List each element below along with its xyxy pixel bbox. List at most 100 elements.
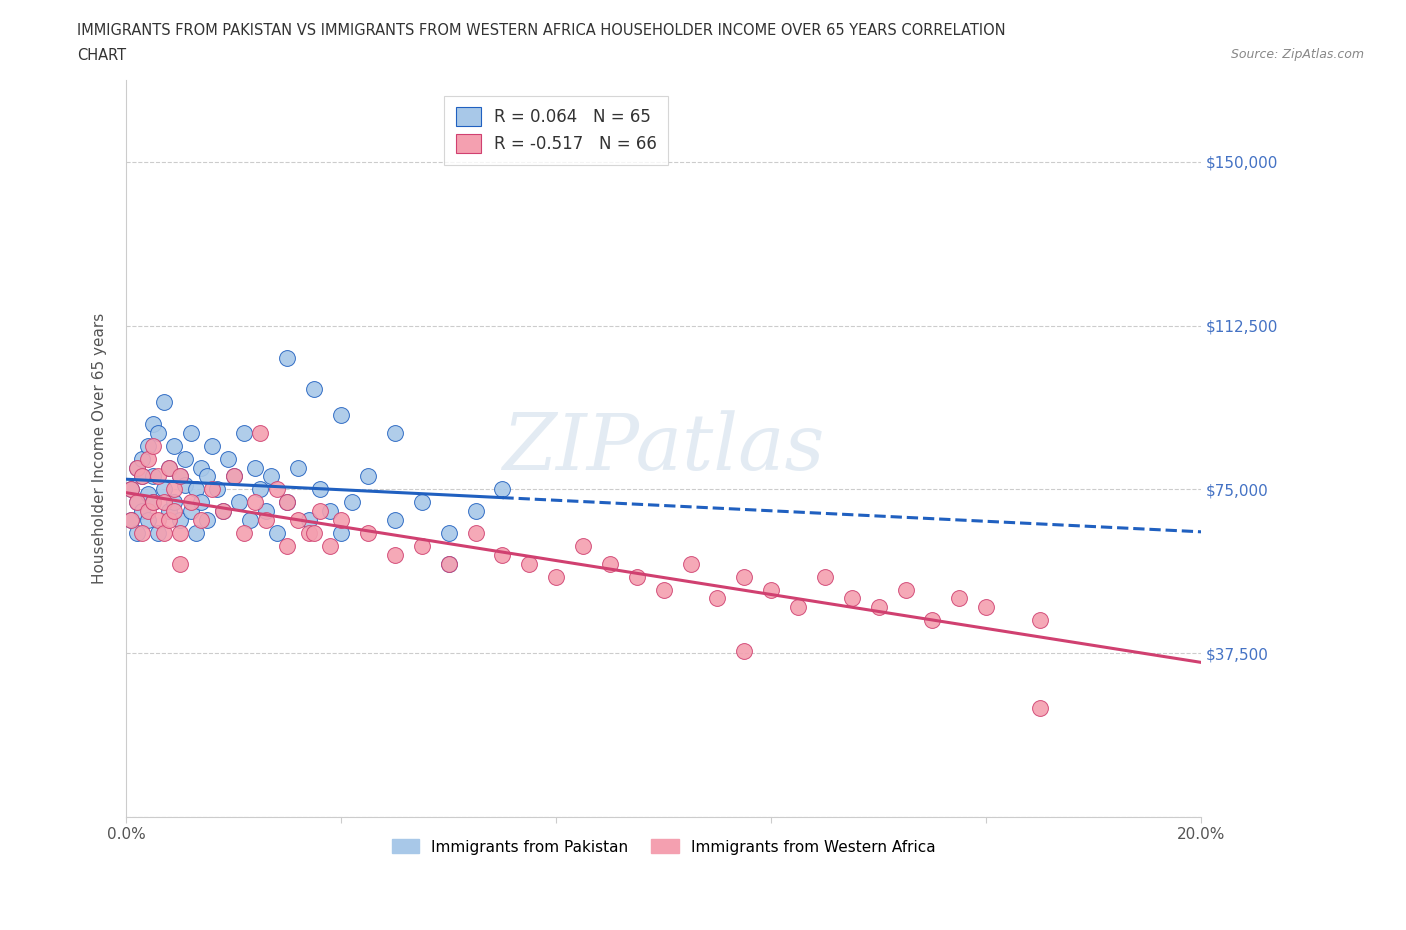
Point (211, 504, 233, 519)
Point (357, 525, 380, 540)
Point (131, 451, 153, 466)
Point (136, 451, 159, 466)
Point (142, 438, 165, 453)
Point (136, 438, 159, 453)
Point (131, 525, 153, 540)
Point (491, 482, 513, 497)
Point (319, 504, 342, 519)
Point (330, 512, 353, 527)
Text: ZIPatlas: ZIPatlas (502, 410, 825, 486)
Point (136, 486, 159, 501)
Point (125, 525, 148, 540)
Point (1029, 613, 1052, 628)
Point (120, 512, 142, 527)
Point (148, 425, 170, 440)
Point (228, 495, 250, 510)
Point (163, 495, 186, 510)
Point (894, 582, 917, 597)
Point (974, 600, 997, 615)
Point (163, 482, 186, 497)
Point (163, 438, 186, 453)
Point (142, 417, 165, 432)
Point (125, 495, 148, 510)
Point (276, 351, 298, 365)
Text: CHART: CHART (77, 48, 127, 63)
Point (195, 469, 218, 484)
Point (157, 460, 180, 475)
Point (190, 512, 212, 527)
Point (841, 591, 863, 606)
Point (298, 525, 321, 540)
Point (787, 600, 810, 615)
Point (308, 482, 330, 497)
Point (319, 538, 342, 553)
Point (948, 591, 970, 606)
Point (437, 525, 460, 540)
Point (163, 504, 186, 519)
Point (233, 425, 256, 440)
Point (207, 482, 229, 497)
Y-axis label: Householder Income Over 65 years: Householder Income Over 65 years (93, 312, 107, 584)
Point (174, 451, 197, 466)
Point (131, 504, 153, 519)
Point (266, 482, 288, 497)
Point (142, 469, 165, 484)
Point (157, 460, 180, 475)
Point (302, 525, 325, 540)
Point (152, 495, 174, 510)
Point (599, 556, 621, 571)
Point (733, 569, 755, 584)
Point (384, 425, 406, 440)
Point (169, 556, 191, 571)
Point (411, 538, 433, 553)
Point (152, 394, 174, 409)
Point (679, 556, 702, 571)
Point (152, 525, 174, 540)
Point (260, 469, 283, 484)
Point (437, 556, 460, 571)
Point (308, 504, 330, 519)
Point (384, 512, 406, 527)
Point (148, 469, 170, 484)
Point (120, 482, 142, 497)
Point (233, 525, 256, 540)
Point (546, 569, 568, 584)
Point (254, 512, 277, 527)
Point (814, 569, 837, 584)
Point (706, 591, 728, 606)
Point (384, 548, 406, 563)
Point (120, 482, 142, 497)
Point (131, 469, 153, 484)
Point (169, 469, 191, 484)
Point (330, 407, 353, 422)
Text: Source: ZipAtlas.com: Source: ZipAtlas.com (1230, 48, 1364, 61)
Point (249, 425, 271, 440)
Point (190, 495, 212, 510)
Point (195, 512, 218, 527)
Point (276, 495, 298, 510)
Point (217, 451, 239, 466)
Point (157, 512, 180, 527)
Point (142, 495, 165, 510)
Point (180, 425, 202, 440)
Point (357, 469, 380, 484)
Point (169, 525, 191, 540)
Point (243, 495, 266, 510)
Point (254, 504, 277, 519)
Point (249, 482, 271, 497)
Point (761, 582, 783, 597)
Point (201, 438, 224, 453)
Point (125, 460, 148, 475)
Point (169, 512, 191, 527)
Point (491, 548, 513, 563)
Point (626, 569, 648, 584)
Point (572, 538, 595, 553)
Point (180, 504, 202, 519)
Point (211, 504, 233, 519)
Point (142, 495, 165, 510)
Point (222, 469, 245, 484)
Point (184, 482, 207, 497)
Point (733, 644, 755, 658)
Point (222, 469, 245, 484)
Point (276, 538, 298, 553)
